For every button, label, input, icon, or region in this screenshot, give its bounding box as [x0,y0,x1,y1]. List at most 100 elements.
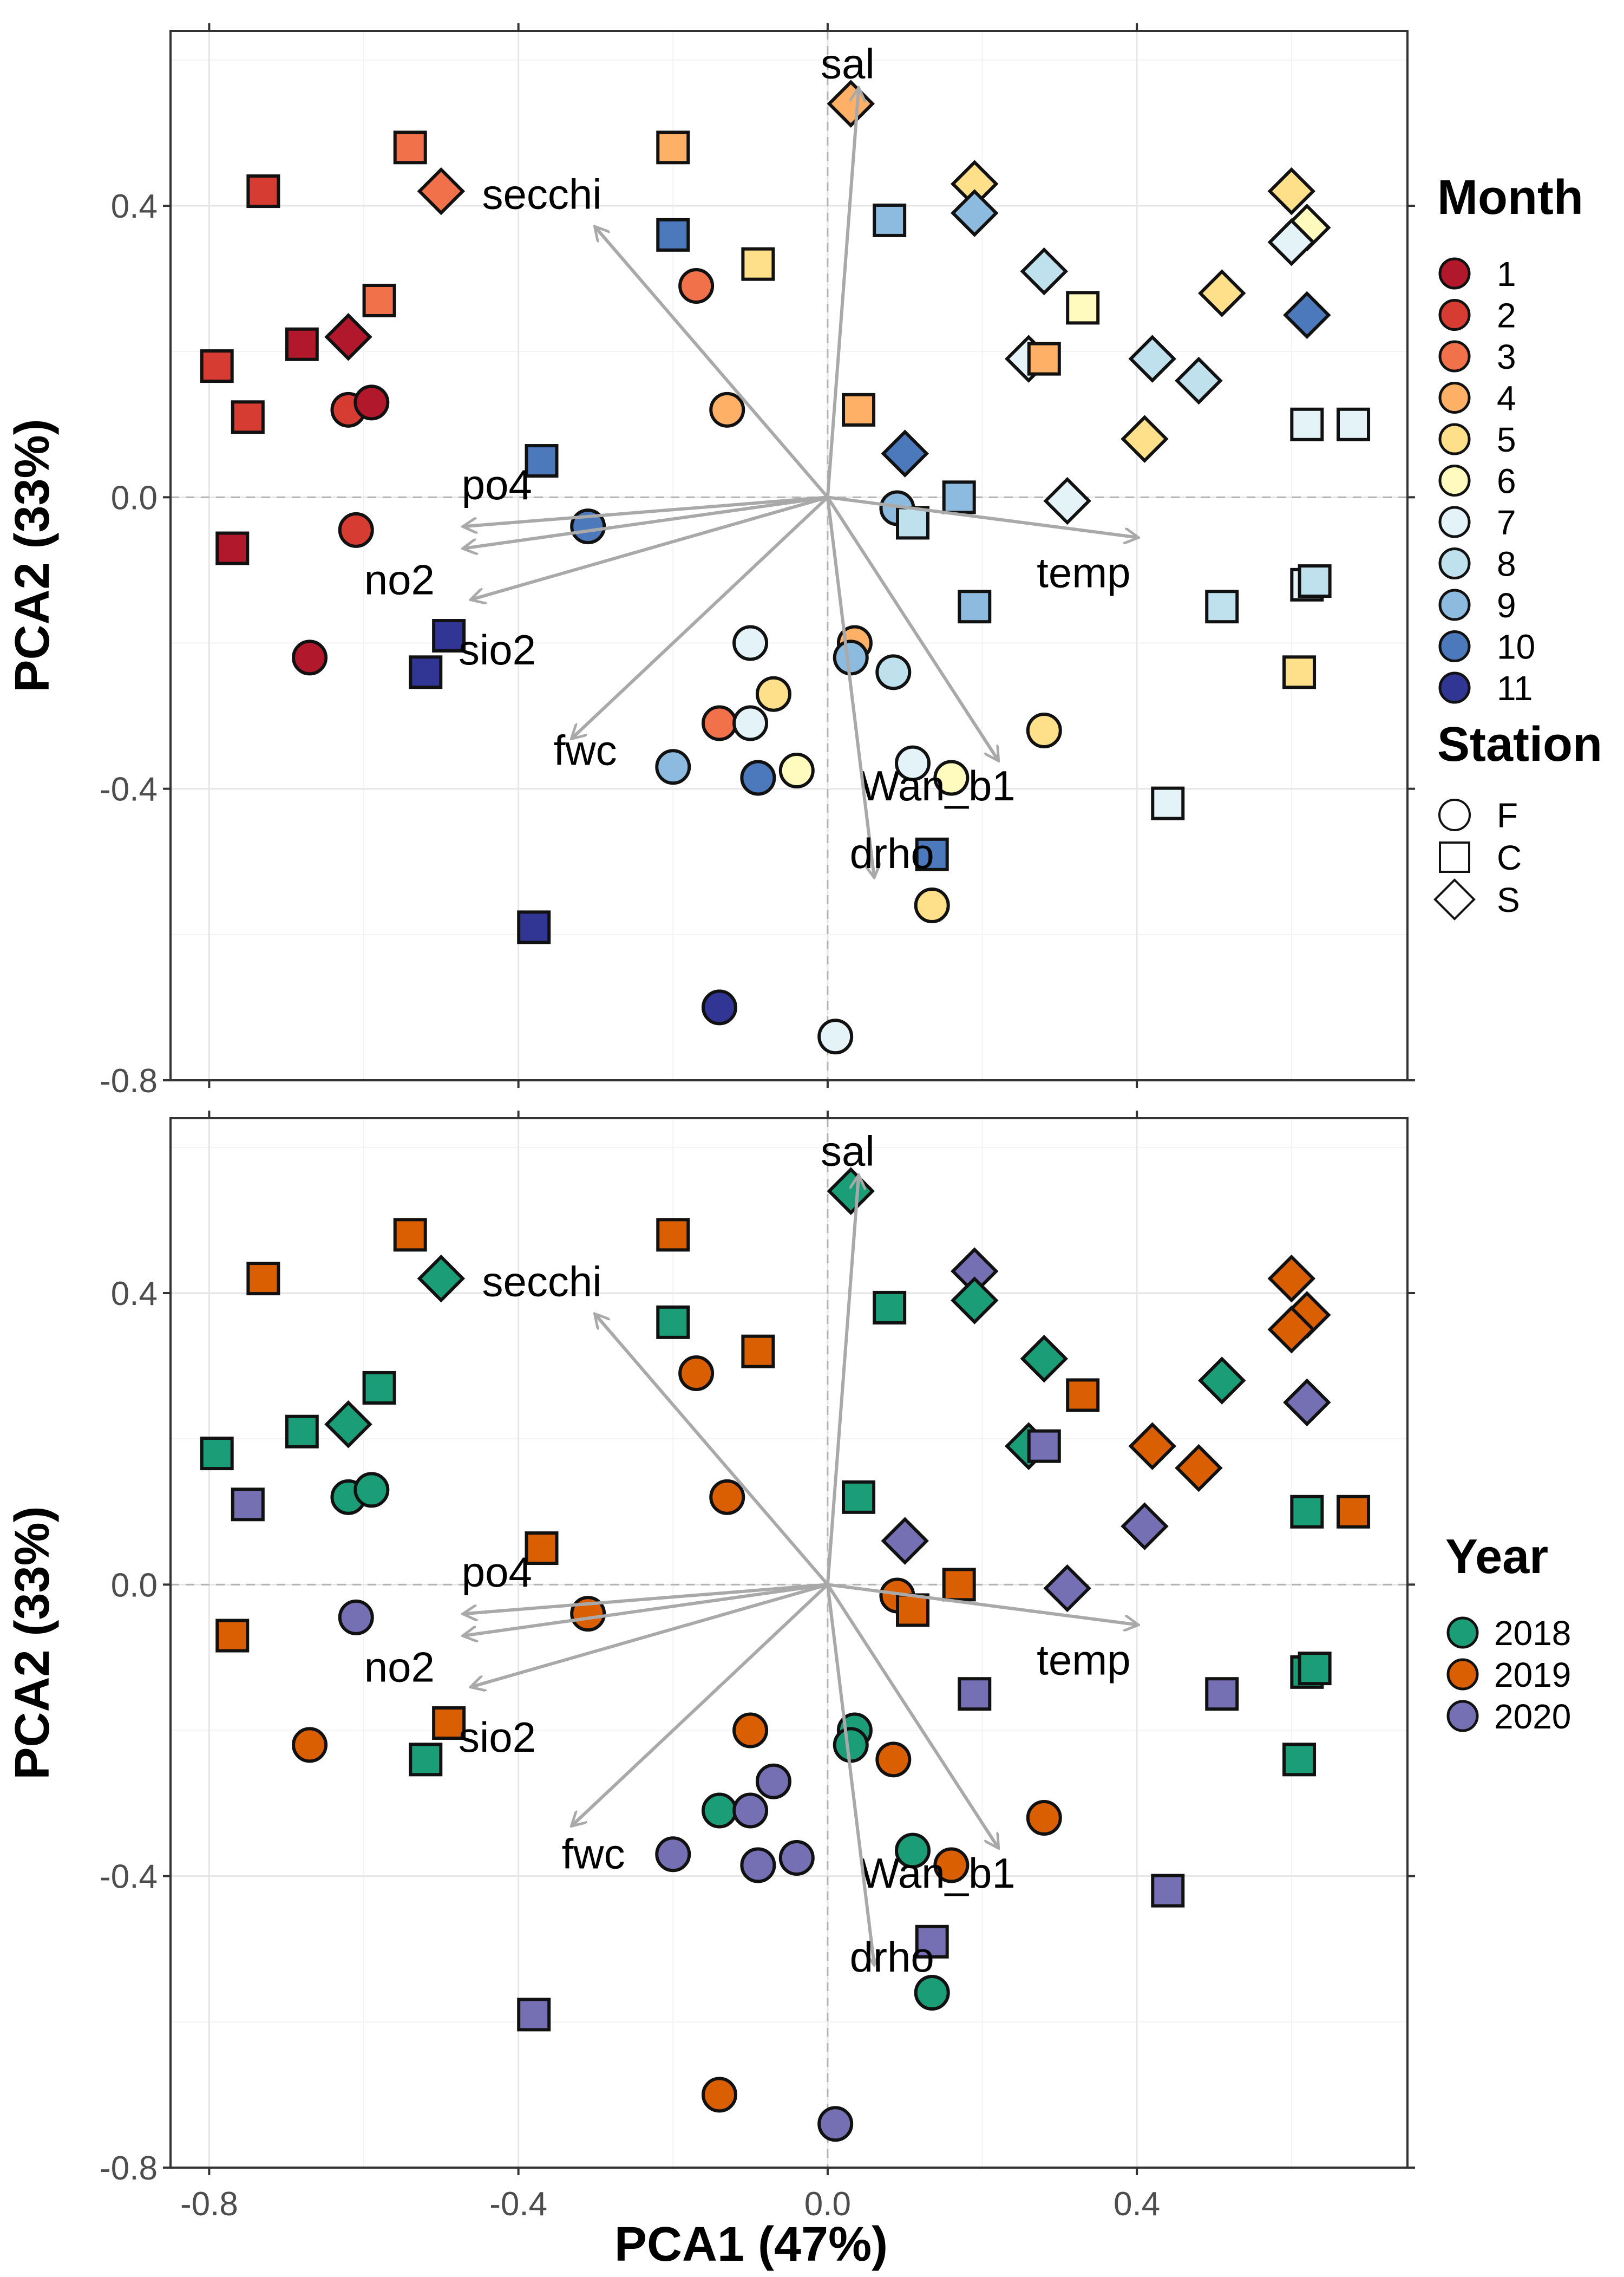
data-point [1298,564,1332,598]
data-point [896,506,929,540]
data-point [701,705,737,741]
legend-key-year-2019 [1446,1658,1479,1691]
data-point [1290,1495,1324,1529]
data-point [915,837,949,871]
legend-label-month-6: 6 [1497,462,1516,501]
data-point [353,1472,390,1508]
data-point [709,392,745,428]
data-point [732,1792,769,1829]
data-point [873,203,907,237]
loading-arrow-po4 [464,495,828,526]
data-point [1027,1429,1061,1463]
data-point [1198,269,1246,317]
loading-arrow-fwc [573,1583,829,1825]
gridlines [171,1118,1407,2169]
data-point [200,349,234,383]
loading-arrow-temp [827,495,1137,537]
y-tick-label: 0.4 [111,188,158,225]
legend-key-station-F [1438,799,1471,831]
data-point [1121,1502,1169,1550]
x-axis-title: PCA1 (47%) [614,2217,888,2272]
data-point [678,268,715,304]
loading-arrow-no2 [464,1583,828,1635]
loading-label-po4: po4 [462,461,532,508]
data-point [914,1975,950,2011]
x-tick-label: 0.0 [804,2185,851,2223]
legend-key-month-10 [1438,630,1471,662]
data-point [656,1305,690,1339]
data-point [895,1832,931,1869]
data-point [1026,713,1062,748]
data-point [881,429,929,478]
points [200,80,1371,1055]
data-point [1290,407,1324,441]
data-point [656,131,690,165]
points [200,1167,1371,2142]
y-tick-label: -0.8 [100,1062,158,1100]
data-point [1151,786,1185,820]
panel-2: salsecchipo4no2sio2fwctempWan_b1drho-0.8… [5,1111,1571,2272]
legend-title-shape: Station [1437,717,1602,772]
data-point [873,1290,907,1325]
data-point [517,1998,551,2032]
data-point [409,1743,443,1777]
data-point [432,1706,466,1740]
legend-label-year-2019: 2019 [1494,1655,1571,1694]
data-point [755,1763,791,1799]
y-tick-label: -0.8 [100,2150,158,2187]
data-point [246,174,280,208]
data-point [701,989,737,1026]
data-point [525,444,559,478]
legend-label-month-8: 8 [1497,545,1516,584]
loading-label-Wan_b1: Wan_b1 [860,762,1016,810]
data-point [732,1712,769,1748]
data-point [842,393,876,427]
data-point [1282,655,1317,689]
data-point [1267,218,1316,266]
legend-key-month-6 [1438,465,1471,497]
legend-label-month-11: 11 [1497,669,1533,708]
data-point [409,655,443,689]
y-tick-label: -0.4 [100,1858,158,1896]
loading-label-fwc: fwc [554,726,617,774]
legend-label-month-9: 9 [1497,586,1516,625]
loading-arrow-secchi [595,1315,829,1586]
loading-arrow-sio2 [472,1583,828,1686]
loading-arrow-temp [827,1583,1137,1624]
data-point [842,1480,876,1514]
data-point [778,753,815,789]
data-point [1267,167,1316,216]
legend-key-month-9 [1438,589,1471,621]
data-point [958,1677,992,1711]
data-point [942,1568,976,1602]
data-point [1175,356,1223,405]
data-point [324,1400,372,1449]
data-point [1026,1800,1062,1836]
data-point [246,1262,280,1296]
loading-label-no2: no2 [364,1643,435,1691]
y-tick-label: 0.0 [111,479,158,517]
data-point [951,1276,999,1325]
legend-label-month-2: 2 [1497,296,1516,335]
loading-label-secchi: secchi [482,170,601,218]
data-point [1020,1334,1069,1383]
data-point [362,1371,396,1405]
legend-key-station-S [1433,878,1476,921]
data-point [1283,291,1331,340]
legend-key-month-1 [1438,257,1471,290]
panel-border [169,30,1409,1081]
y-axis-title: PCA2 (33%) [5,419,60,692]
legend-label-month-7: 7 [1497,503,1516,542]
legend-key-month-7 [1438,506,1471,538]
legend-key-month-11 [1438,671,1471,704]
loading-label-temp: temp [1037,1636,1130,1684]
loading-arrow-sal [826,1177,859,1585]
data-point [393,1218,427,1252]
data-point [701,2077,737,2113]
data-point [1198,1356,1246,1405]
data-point [1175,1444,1223,1492]
data-point [958,590,992,624]
data-point [701,1792,737,1829]
